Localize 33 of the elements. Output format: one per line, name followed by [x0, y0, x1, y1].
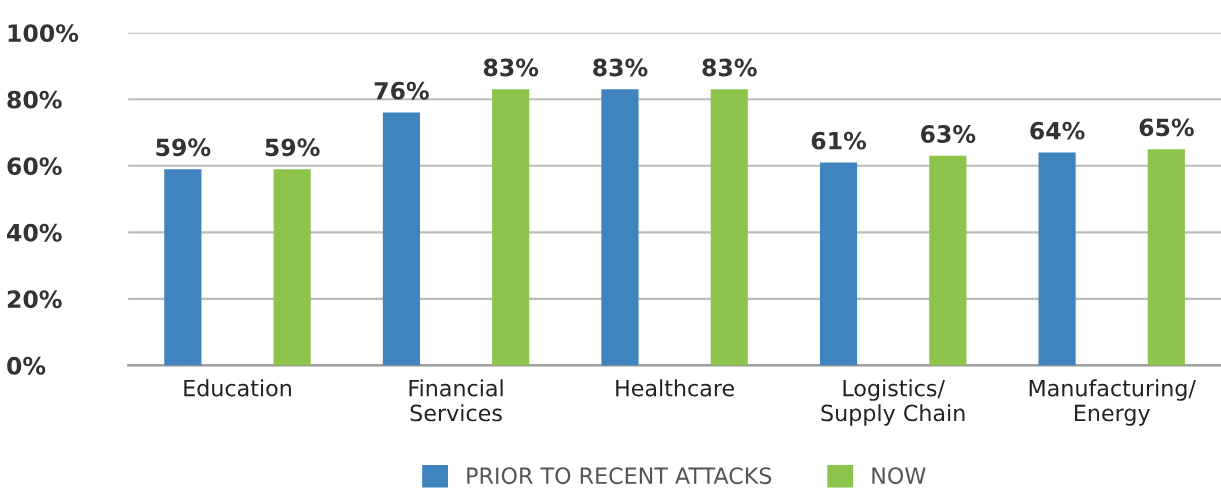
data-label: 61%	[811, 131, 867, 150]
data-label: 59%	[265, 138, 320, 157]
legend-label: PRIOR TO RECENT ATTACKS	[467, 467, 772, 485]
x-tick-label: Manufacturing/ Energy	[1029, 379, 1196, 426]
bar	[492, 89, 530, 366]
y-tick-label: 80%	[7, 90, 62, 109]
y-tick-label: 0%	[7, 356, 46, 375]
data-label: 59%	[156, 138, 211, 157]
x-tick-label: Healthcare	[616, 379, 734, 397]
y-tick-label: 60%	[7, 157, 62, 176]
bar	[710, 89, 748, 366]
bar	[273, 169, 311, 366]
bar	[164, 169, 202, 366]
data-label: 83%	[483, 58, 539, 77]
data-label: 64%	[1030, 121, 1085, 140]
data-label: 76%	[374, 81, 429, 100]
y-tick-label: 20%	[7, 290, 62, 309]
y-tick-label: 40%	[7, 223, 62, 242]
data-label: 83%	[702, 58, 757, 77]
legend-label: NOW	[872, 467, 926, 485]
x-tick-label: Education	[184, 379, 291, 397]
data-label: 63%	[921, 125, 976, 143]
data-label: 65%	[1139, 118, 1194, 137]
bar	[382, 112, 420, 366]
bar	[1147, 149, 1185, 366]
x-tick-label: Logistics/ Supply Chain	[821, 379, 965, 426]
y-tick-label: 100%	[8, 24, 79, 43]
bar	[929, 155, 967, 366]
bar	[601, 89, 639, 366]
bar	[1038, 152, 1076, 366]
data-label: 83%	[593, 58, 648, 77]
bar	[819, 162, 858, 366]
x-tick-label: Financial Services	[409, 379, 503, 422]
